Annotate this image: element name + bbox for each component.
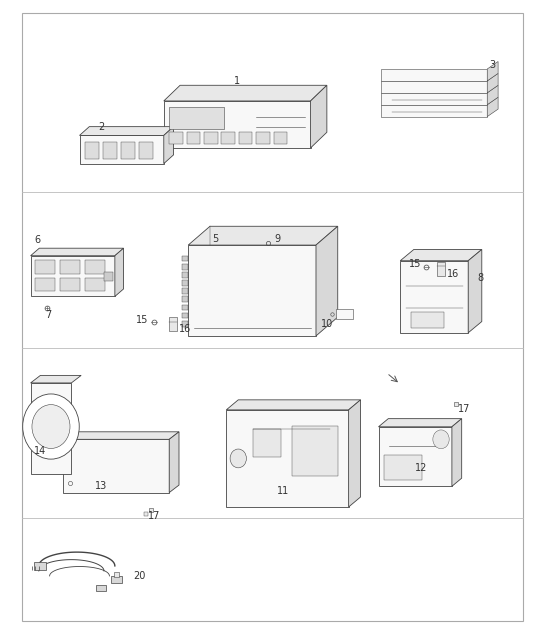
- Bar: [85, 278, 105, 291]
- Bar: [103, 142, 117, 159]
- Bar: [181, 256, 188, 261]
- Bar: [181, 296, 188, 302]
- Bar: [31, 256, 115, 296]
- Bar: [204, 133, 217, 144]
- Bar: [274, 133, 287, 144]
- Polygon shape: [80, 127, 173, 136]
- Polygon shape: [452, 419, 462, 486]
- Bar: [121, 142, 135, 159]
- Bar: [256, 133, 270, 144]
- Text: 3: 3: [489, 60, 496, 70]
- Text: 15: 15: [136, 315, 149, 325]
- Bar: [168, 317, 177, 331]
- Text: 11: 11: [277, 485, 289, 495]
- Bar: [60, 260, 80, 274]
- Text: 5: 5: [213, 234, 219, 244]
- Bar: [181, 321, 188, 327]
- Bar: [226, 410, 349, 507]
- Bar: [34, 562, 46, 570]
- Text: 20: 20: [133, 571, 146, 581]
- Bar: [181, 305, 188, 310]
- Bar: [60, 278, 80, 291]
- Bar: [104, 272, 113, 281]
- Bar: [379, 427, 452, 486]
- Text: 15: 15: [409, 259, 422, 269]
- Text: 14: 14: [34, 446, 46, 455]
- Text: 7: 7: [45, 310, 51, 320]
- Polygon shape: [311, 85, 327, 148]
- Polygon shape: [487, 62, 498, 81]
- Polygon shape: [31, 376, 81, 383]
- Bar: [181, 280, 188, 286]
- Bar: [221, 133, 235, 144]
- Text: 10: 10: [321, 319, 333, 329]
- Bar: [85, 260, 105, 274]
- Text: 1: 1: [234, 76, 240, 86]
- Polygon shape: [349, 400, 361, 507]
- Bar: [164, 101, 311, 148]
- Bar: [411, 312, 444, 328]
- Bar: [181, 288, 188, 294]
- Bar: [63, 440, 169, 492]
- Polygon shape: [379, 419, 462, 427]
- Text: 8: 8: [477, 273, 483, 283]
- Text: 17: 17: [458, 404, 470, 414]
- Polygon shape: [31, 248, 124, 256]
- Bar: [169, 133, 183, 144]
- Bar: [114, 572, 119, 577]
- Polygon shape: [226, 400, 361, 410]
- Bar: [186, 133, 200, 144]
- Text: 9: 9: [275, 234, 281, 244]
- Bar: [139, 142, 153, 159]
- Polygon shape: [188, 226, 338, 245]
- Circle shape: [32, 404, 70, 448]
- Polygon shape: [169, 432, 179, 492]
- Polygon shape: [316, 226, 338, 336]
- Polygon shape: [487, 85, 498, 105]
- Bar: [336, 309, 353, 319]
- Bar: [181, 313, 188, 318]
- Text: 17: 17: [148, 511, 160, 521]
- Bar: [35, 260, 54, 274]
- Polygon shape: [115, 248, 124, 296]
- Polygon shape: [487, 97, 498, 117]
- Polygon shape: [400, 249, 482, 261]
- Bar: [384, 455, 422, 480]
- Bar: [181, 272, 188, 278]
- Text: 16: 16: [179, 324, 192, 334]
- Bar: [381, 93, 487, 105]
- Bar: [111, 576, 122, 583]
- Bar: [381, 69, 487, 81]
- Circle shape: [23, 394, 79, 459]
- Bar: [381, 105, 487, 117]
- Bar: [253, 429, 281, 457]
- Bar: [31, 383, 71, 474]
- Bar: [85, 142, 99, 159]
- Bar: [400, 261, 468, 333]
- Bar: [292, 426, 338, 475]
- Text: 6: 6: [34, 235, 41, 245]
- Polygon shape: [63, 432, 179, 440]
- Bar: [96, 585, 106, 591]
- Text: 2: 2: [98, 122, 105, 133]
- Bar: [169, 107, 223, 129]
- Text: 13: 13: [95, 481, 107, 491]
- Bar: [188, 245, 316, 336]
- Circle shape: [433, 430, 449, 449]
- Bar: [35, 278, 54, 291]
- Polygon shape: [164, 127, 173, 164]
- Bar: [80, 136, 164, 164]
- Circle shape: [230, 449, 246, 468]
- Bar: [437, 262, 445, 276]
- Polygon shape: [487, 73, 498, 93]
- Text: 16: 16: [447, 269, 459, 279]
- Text: 12: 12: [415, 463, 428, 473]
- Bar: [181, 264, 188, 269]
- Bar: [381, 81, 487, 93]
- Polygon shape: [164, 85, 327, 101]
- Bar: [239, 133, 252, 144]
- Polygon shape: [468, 249, 482, 333]
